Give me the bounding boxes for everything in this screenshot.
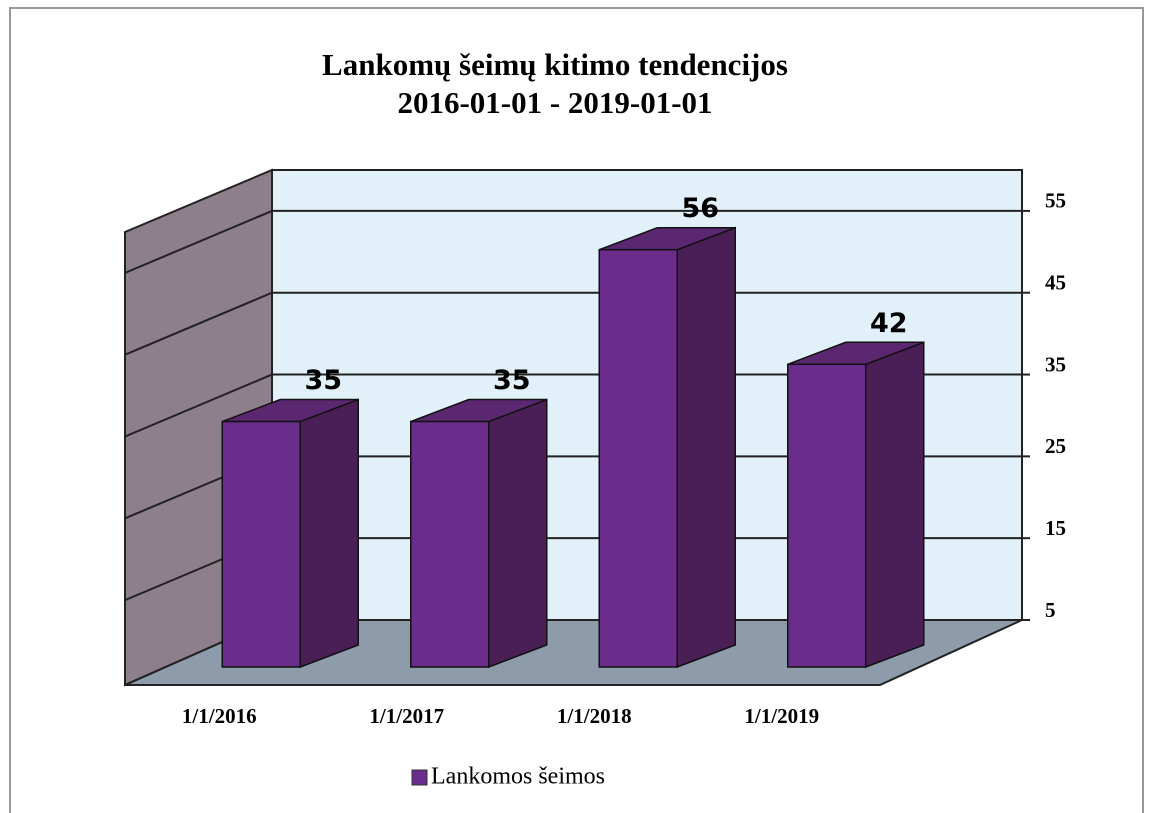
grid-line [124,373,273,438]
y-tick-label: 35 [1045,352,1066,376]
data-label: 56 [681,193,719,224]
legend-swatch [411,769,428,786]
grid-line [124,209,273,274]
y-tick-label: 25 [1045,434,1066,458]
x-tick-label: 1/1/2016 [182,704,257,728]
chart-title: Lankomų šeimų kitimo tendencijos [322,47,788,82]
bar-side [865,341,925,669]
x-tick-label: 1/1/2018 [557,704,632,728]
grid-line [124,291,273,356]
bar-side [299,398,359,669]
y-tick-label: 5 [1045,598,1056,622]
bar-side [488,398,548,669]
data-label: 35 [304,365,342,396]
x-tick-label: 1/1/2017 [369,704,444,728]
bar-side [676,226,736,669]
bar [221,420,301,668]
data-label: 35 [493,365,531,396]
legend-label: Lankomos šeimos [431,764,605,790]
bar [598,248,678,668]
bar [787,363,867,668]
bar [410,420,490,668]
y-tick-label: 45 [1045,271,1066,295]
chart-subtitle: 2016-01-01 - 2019-01-01 [397,85,712,120]
x-tick-label: 1/1/2019 [744,704,819,728]
y-tick-label: 55 [1045,189,1066,213]
data-label: 42 [870,308,908,339]
y-tick-label: 15 [1045,516,1066,540]
